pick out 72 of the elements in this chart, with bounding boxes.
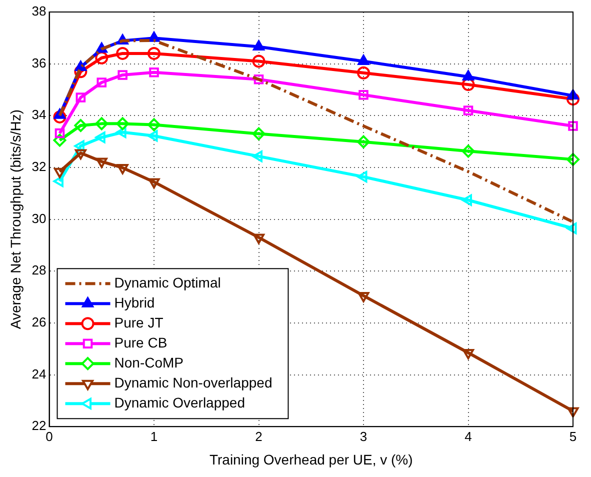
x-tick-label: 3 bbox=[360, 428, 368, 444]
point bbox=[463, 106, 474, 116]
point bbox=[116, 46, 130, 60]
x-tick-label: 2 bbox=[255, 428, 262, 444]
point bbox=[566, 222, 577, 234]
point bbox=[462, 194, 472, 206]
point bbox=[568, 121, 578, 131]
point bbox=[96, 158, 108, 168]
y-tick-label: 36 bbox=[32, 55, 46, 70]
point bbox=[358, 292, 370, 302]
point bbox=[252, 40, 265, 50]
y-tick-label: 32 bbox=[32, 159, 46, 174]
legend-label: Dynamic Non-overlapped bbox=[114, 374, 272, 390]
point bbox=[357, 171, 368, 183]
point bbox=[462, 70, 474, 81]
point bbox=[74, 140, 84, 152]
point bbox=[252, 234, 265, 244]
point bbox=[76, 92, 86, 102]
point bbox=[148, 130, 158, 142]
point bbox=[148, 32, 160, 42]
y-tick-label: 34 bbox=[32, 107, 46, 122]
y-tick-label: 38 bbox=[32, 4, 46, 19]
legend-label: Dynamic Optimal bbox=[114, 274, 221, 290]
point bbox=[116, 117, 130, 130]
y-axis-title: Average Net Throughput (bits/s/Hz) bbox=[7, 109, 24, 330]
x-tick-label: 5 bbox=[569, 428, 577, 444]
point bbox=[74, 149, 86, 160]
point bbox=[566, 152, 580, 166]
point bbox=[148, 178, 160, 188]
point bbox=[116, 164, 128, 174]
y-tick-label: 28 bbox=[32, 262, 46, 278]
x-tick-label: 1 bbox=[150, 428, 158, 444]
point bbox=[148, 46, 161, 60]
point bbox=[53, 110, 66, 124]
point bbox=[95, 51, 108, 64]
legend-label: Non-CoMP bbox=[114, 354, 184, 370]
x-tick-label: 0 bbox=[46, 428, 53, 444]
point bbox=[567, 89, 579, 100]
point bbox=[567, 407, 579, 418]
point bbox=[357, 66, 370, 80]
point bbox=[96, 78, 107, 88]
legend-label: Pure CB bbox=[114, 334, 168, 350]
y-tick-label: 26 bbox=[32, 314, 46, 330]
legend-label: Dynamic Overlapped bbox=[114, 394, 245, 410]
point bbox=[149, 67, 159, 78]
point bbox=[566, 92, 580, 106]
point bbox=[54, 168, 66, 178]
point bbox=[462, 349, 474, 360]
point bbox=[357, 135, 370, 148]
point bbox=[252, 150, 263, 162]
legend-label: Hybrid bbox=[114, 294, 155, 310]
y-tick-label: 30 bbox=[32, 210, 46, 226]
legend-label: Pure JT bbox=[114, 314, 164, 330]
point bbox=[358, 90, 368, 100]
point bbox=[252, 127, 266, 140]
point bbox=[118, 70, 128, 80]
point bbox=[116, 126, 126, 138]
point bbox=[95, 132, 106, 144]
point bbox=[95, 117, 108, 130]
point bbox=[53, 134, 66, 147]
point bbox=[252, 54, 266, 68]
point bbox=[254, 74, 264, 84]
point bbox=[148, 118, 161, 132]
x-tick-label: 4 bbox=[464, 428, 472, 444]
point bbox=[462, 144, 475, 158]
point bbox=[74, 65, 88, 78]
y-tick-label: 22 bbox=[32, 418, 46, 434]
point bbox=[74, 118, 88, 132]
y-tick-label: 24 bbox=[32, 366, 46, 382]
point bbox=[54, 128, 65, 138]
point bbox=[358, 54, 370, 65]
x-axis-title: Training Overhead per UE, v (%) bbox=[209, 451, 413, 468]
